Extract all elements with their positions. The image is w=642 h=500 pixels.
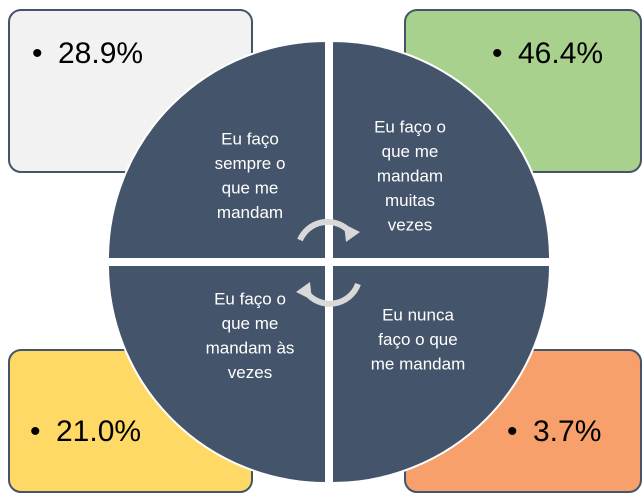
quadrant-label: sempre o [215, 154, 286, 173]
arrow-head [296, 282, 312, 300]
percentage: 3.7% [533, 415, 601, 448]
quadrant-label: Eu faço o [214, 289, 286, 308]
bullet: • [30, 415, 41, 448]
quadrant-label: mandam [217, 203, 283, 222]
quadrant [331, 264, 552, 485]
arrow-head [344, 224, 360, 242]
quadrant-label: Eu nunca [382, 305, 454, 324]
quadrant-label: muitas [385, 191, 435, 210]
quadrant-label: me mandam [371, 354, 465, 373]
percentage: 21.0% [56, 415, 141, 448]
quadrant-label: que me [382, 142, 439, 161]
quadrant-label: vezes [228, 363, 272, 382]
quadrant-label: mandam às [206, 338, 295, 357]
bullet: • [32, 37, 43, 70]
quadrant [106, 264, 327, 485]
bullet: • [507, 415, 518, 448]
percentage: 28.9% [58, 37, 143, 70]
quadrant-label: mandam [377, 166, 443, 185]
quadrant-label: Eu faço [221, 129, 279, 148]
quadrant-label: vezes [388, 215, 432, 234]
quadrant [331, 39, 552, 260]
quadrant-label: faço o que [378, 330, 457, 349]
percentage: 46.4% [518, 37, 603, 70]
quadrant [106, 39, 327, 260]
quadrant-label: Eu faço o [374, 117, 446, 136]
bullet: • [492, 37, 503, 70]
quadrant-label: que me [222, 178, 279, 197]
quadrant-label: que me [222, 314, 279, 333]
